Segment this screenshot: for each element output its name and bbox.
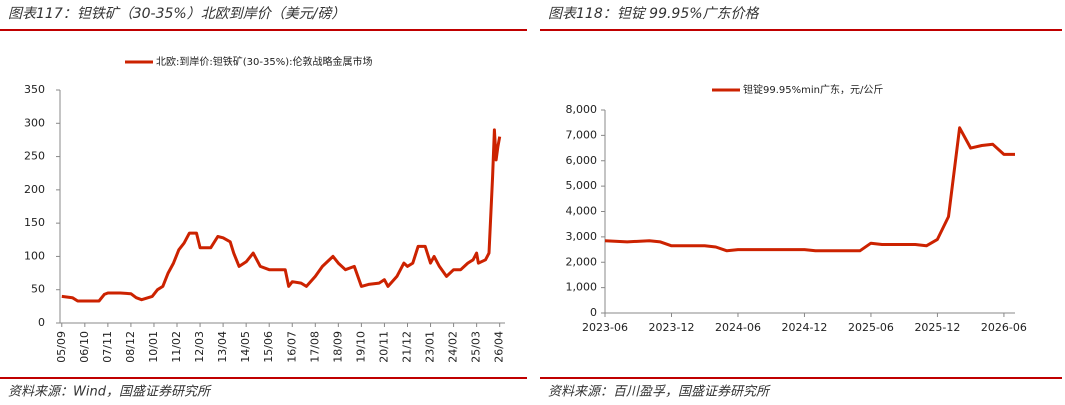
y-tick-label: 6,000 bbox=[566, 154, 598, 167]
y-tick-label: 1,000 bbox=[566, 281, 598, 294]
x-tick-label: 21/12 bbox=[400, 331, 413, 363]
x-tick-label: 23/01 bbox=[424, 331, 437, 363]
chart-title: 图表117：钽铁矿（30-35%）北欧到岸价（美元/磅） bbox=[8, 6, 345, 22]
x-tick-label: 20/11 bbox=[377, 331, 390, 363]
x-tick-label: 24/02 bbox=[447, 331, 460, 363]
x-tick-label: 25/03 bbox=[470, 331, 483, 363]
x-tick-label: 12/03 bbox=[193, 331, 206, 363]
y-tick-label: 50 bbox=[31, 283, 45, 296]
x-tick-label: 2025-12 bbox=[914, 321, 960, 334]
y-tick-label: 0 bbox=[590, 306, 597, 319]
y-tick-label: 300 bbox=[24, 116, 45, 129]
x-tick-label: 05/09 bbox=[55, 331, 68, 363]
x-tick-label: 10/01 bbox=[147, 331, 160, 363]
y-tick-label: 4,000 bbox=[566, 205, 598, 218]
series-line bbox=[604, 126, 1015, 253]
x-tick-label: 2023-12 bbox=[649, 321, 695, 334]
y-tick-label: 100 bbox=[24, 249, 45, 262]
y-tick-label: 200 bbox=[24, 183, 45, 196]
x-tick-label: 11/02 bbox=[170, 331, 183, 363]
x-tick-label: 2025-06 bbox=[848, 321, 894, 334]
x-tick-label: 15/06 bbox=[262, 331, 275, 363]
y-tick-label: 5,000 bbox=[566, 179, 598, 192]
y-tick-label: 2,000 bbox=[566, 255, 598, 268]
x-tick-label: 07/11 bbox=[101, 331, 114, 363]
x-tick-label: 08/12 bbox=[124, 331, 137, 363]
y-tick-label: 7,000 bbox=[566, 128, 598, 141]
source-note: 资料来源：百川盈孚，国盛证券研究所 bbox=[548, 384, 771, 400]
x-tick-label: 2023-06 bbox=[582, 321, 628, 334]
y-tick-label: 350 bbox=[24, 83, 45, 96]
x-tick-label: 19/10 bbox=[354, 331, 367, 363]
y-tick-label: 250 bbox=[24, 150, 45, 163]
x-tick-label: 2026-06 bbox=[981, 321, 1027, 334]
x-tick-label: 14/05 bbox=[239, 331, 252, 363]
y-tick-label: 3,000 bbox=[566, 230, 598, 243]
y-tick-label: 150 bbox=[24, 216, 45, 229]
x-tick-label: 26/04 bbox=[493, 331, 506, 363]
legend-label: 北欧:到岸价:钽铁矿(30-35%):伦敦战略金属市场 bbox=[156, 55, 372, 68]
x-tick-label: 2024-12 bbox=[781, 321, 827, 334]
chart-title: 图表118：钽锭 99.95%广东价格 bbox=[548, 6, 760, 22]
legend-label: 钽锭99.95%min广东，元/公斤 bbox=[743, 83, 883, 96]
x-tick-label: 18/09 bbox=[331, 331, 344, 363]
x-tick-label: 2024-06 bbox=[715, 321, 761, 334]
x-tick-label: 17/08 bbox=[308, 331, 321, 363]
x-tick-label: 16/07 bbox=[285, 331, 298, 363]
x-tick-label: 06/10 bbox=[78, 331, 91, 363]
series-line bbox=[61, 128, 502, 303]
x-tick-label: 13/04 bbox=[216, 331, 229, 363]
source-note: 资料来源：Wind，国盛证券研究所 bbox=[8, 384, 212, 400]
y-tick-label: 8,000 bbox=[566, 103, 598, 116]
y-tick-label: 0 bbox=[38, 316, 45, 329]
